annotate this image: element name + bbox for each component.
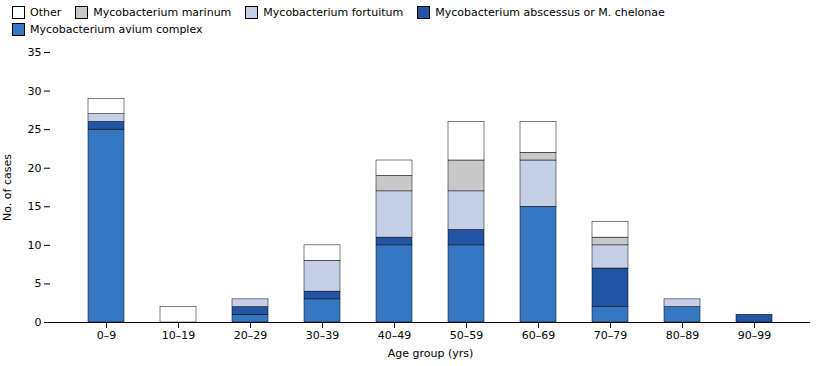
html-text:Other: Other [30, 6, 62, 19]
svg-text:30: 30 [28, 85, 42, 98]
svg-text:90–99: 90–99 [738, 329, 772, 342]
svg-text:10: 10 [28, 239, 42, 252]
svg-text:35: 35 [28, 46, 42, 59]
svg-text:5: 5 [35, 277, 42, 290]
svg-text:60–69: 60–69 [522, 329, 556, 342]
html-text:Mycobacterium avium complex: Mycobacterium avium complex [30, 23, 203, 36]
svg-text:70–79: 70–79 [594, 329, 628, 342]
svg-text:80–89: 80–89 [666, 329, 700, 342]
html-text:Mycobacterium marinum: Mycobacterium marinum [93, 6, 232, 19]
svg-text:20: 20 [28, 162, 42, 175]
html-text:Mycobacterium abscessus or M.: Mycobacterium abscessus or M. chelonae [435, 6, 665, 19]
svg-text:Age group (yrs): Age group (yrs) [388, 347, 474, 360]
svg-text:15: 15 [28, 200, 42, 213]
svg-text:0–9: 0–9 [97, 329, 117, 342]
svg-text:30–39: 30–39 [306, 329, 340, 342]
svg-text:50–59: 50–59 [450, 329, 484, 342]
svg-text:25: 25 [28, 123, 42, 136]
html-text:Mycobacterium fortuitum: Mycobacterium fortuitum [263, 6, 404, 19]
svg-text:20–29: 20–29 [234, 329, 268, 342]
svg-text:10–19: 10–19 [162, 329, 196, 342]
svg-text:40–49: 40–49 [378, 329, 412, 342]
svg-text:0: 0 [35, 316, 42, 329]
svg-text:No. of cases: No. of cases [1, 154, 14, 221]
